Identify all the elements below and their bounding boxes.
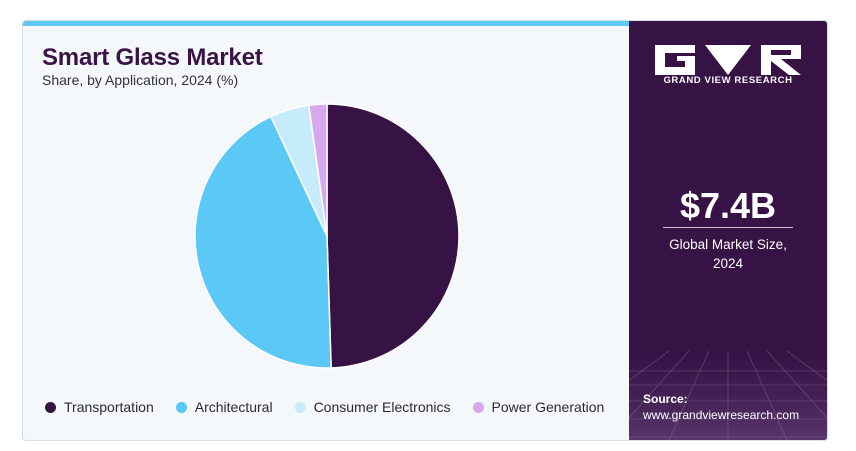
pie-chart <box>194 103 460 369</box>
pie-slice-power-generation <box>307 103 328 237</box>
legend-swatch <box>175 401 187 413</box>
grid-decoration <box>629 351 827 440</box>
chart-legend: Transportation Architectural Consumer Elec… <box>45 399 604 415</box>
legend-item-consumer-electronics: Consumer Electronics <box>294 399 451 415</box>
market-size-label-line2: 2024 <box>712 256 744 271</box>
chart-panel: Smart Glass Market Share, by Application… <box>23 21 629 440</box>
accent-bar <box>23 21 629 26</box>
legend-label: Transportation <box>64 399 154 415</box>
legend-item-transportation: Transportation <box>45 399 154 415</box>
legend-label: Power Generation <box>491 399 605 415</box>
legend-label: Architectural <box>194 399 273 415</box>
gvr-logo-icon <box>655 45 801 75</box>
pie-slice-architectural <box>194 115 332 369</box>
legend-swatch <box>472 401 484 413</box>
info-sidebar: GRAND VIEW RESEARCH $7.4B Global Market … <box>629 21 827 440</box>
pie-slice-transportation <box>326 103 460 369</box>
chart-subtitle: Share, by Application, 2024 (%) <box>42 72 239 88</box>
market-size-label: Global Market Size, 2024 <box>629 235 827 273</box>
source-url[interactable]: www.grandviewresearch.com <box>643 408 800 422</box>
legend-swatch <box>294 401 306 413</box>
source-label: Source: <box>643 392 688 406</box>
stat-divider <box>663 227 793 228</box>
legend-item-architectural: Architectural <box>175 399 273 415</box>
chart-title: Smart Glass Market <box>42 44 263 71</box>
legend-item-power-generation: Power Generation <box>472 399 605 415</box>
market-size-value: $7.4B <box>679 185 777 226</box>
legend-swatch <box>45 401 56 413</box>
brand-name: GRAND VIEW RESEARCH <box>663 75 793 86</box>
market-size-label-line1: Global Market Size, <box>669 237 787 252</box>
legend-label: Consumer Electronics <box>313 399 451 415</box>
report-card: Smart Glass Market Share, by Application… <box>22 20 828 441</box>
